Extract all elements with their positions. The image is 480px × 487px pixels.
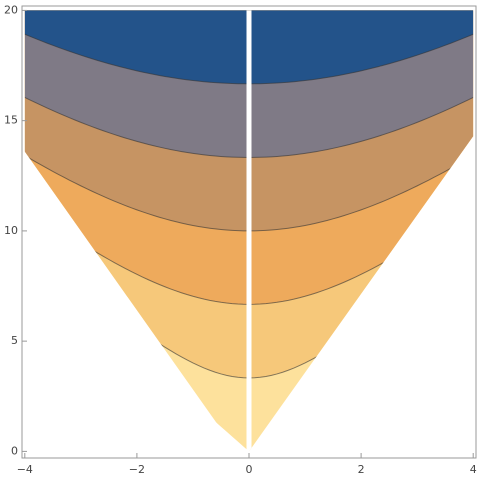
plot-area	[24, 10, 474, 452]
x-tick-label: −4	[17, 463, 33, 476]
y-tick-label: 5	[11, 334, 18, 347]
y-tick-label: 0	[11, 444, 18, 457]
y-tick-label: 20	[4, 3, 18, 16]
x-tick-label: 0	[246, 463, 253, 476]
y-tick-label: 10	[4, 224, 18, 237]
y-tick-label: 15	[4, 114, 18, 127]
x-tick-label: −2	[129, 463, 145, 476]
x-tick-label: 2	[358, 463, 365, 476]
x-tick-label: 4	[470, 463, 477, 476]
